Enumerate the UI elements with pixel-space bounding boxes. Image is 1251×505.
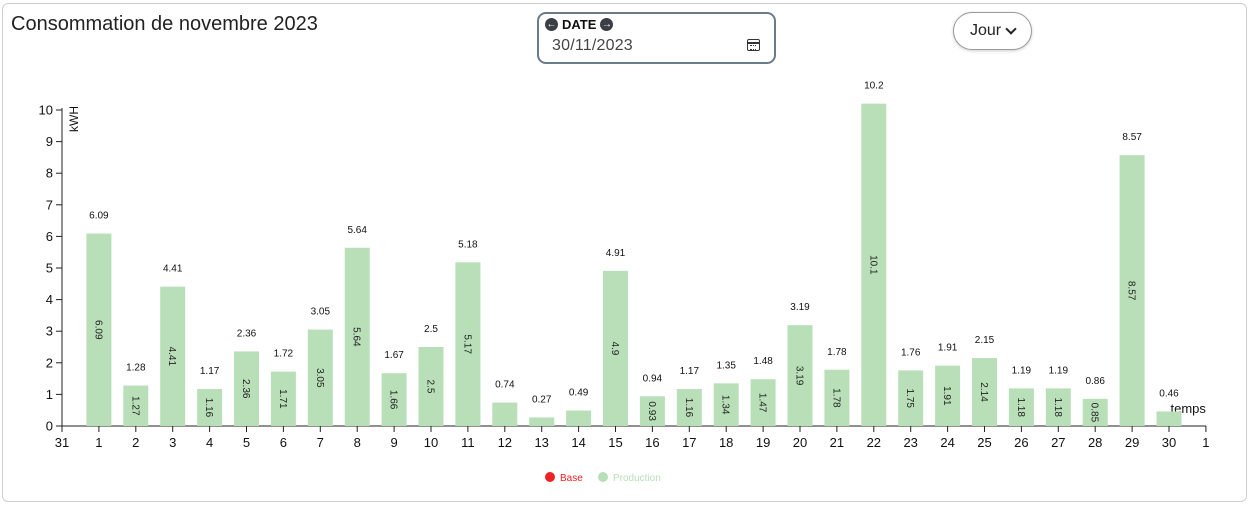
period-select-label: Jour bbox=[969, 22, 1002, 39]
period-select-button[interactable]: Jour bbox=[953, 12, 1032, 50]
calendar-icon[interactable] bbox=[747, 39, 760, 51]
next-date-icon[interactable]: → bbox=[600, 18, 614, 31]
date-label: DATE bbox=[562, 17, 597, 32]
date-header: ← DATE → bbox=[545, 17, 614, 32]
previous-date-icon[interactable]: ← bbox=[545, 18, 558, 31]
date-input[interactable]: 30/11/2023 bbox=[552, 37, 633, 54]
page-title: Consommation de novembre 2023 bbox=[11, 13, 318, 35]
chevron-down-icon bbox=[1005, 23, 1017, 35]
date-picker[interactable]: ← DATE → 30/11/2023 bbox=[537, 12, 776, 64]
chart-panel bbox=[2, 3, 1247, 502]
